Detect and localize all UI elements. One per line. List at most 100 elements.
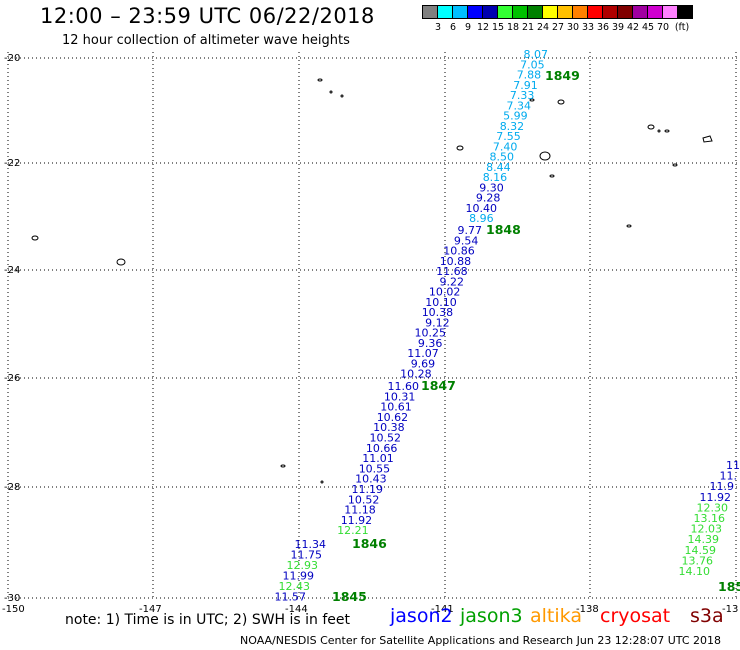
island-outline — [340, 94, 344, 98]
wave-height-value: 11.34 — [295, 538, 327, 551]
wave-height-value: 9.30 — [479, 181, 504, 194]
legend-label: (ft) — [674, 22, 690, 33]
track-pass-label: 1848 — [486, 222, 521, 237]
wave-height-value: 11.75 — [291, 549, 323, 562]
satellite-legend-item: s3a — [690, 605, 724, 627]
wave-height-value: 10.25 — [415, 327, 447, 340]
legend-swatch — [677, 5, 693, 19]
wave-height-value: 12.30 — [697, 501, 729, 514]
legend-label: 27 — [551, 22, 565, 33]
track-pass-label: 1845 — [332, 589, 367, 604]
lat-tick-label: -24 — [4, 265, 20, 276]
satellite-tracks: 8.077.057.887.917.337.345.998.327.557.40… — [275, 48, 740, 604]
legend-labels: 3 6 9 12 15 18 21 24 27 30 33 36 39 42 45 70 (ft) — [422, 19, 692, 33]
lon-tick-label: -150 — [2, 604, 25, 615]
wave-height-value: 9.54 — [454, 234, 479, 247]
wave-height-value: 10.02 — [429, 286, 461, 299]
wave-height-value: 10.31 — [384, 390, 416, 403]
lon-tick-label: -141 — [431, 604, 454, 615]
wave-height-value: 9.12 — [425, 316, 450, 329]
wave-height-value: 8.32 — [500, 120, 525, 133]
legend-label: 30 — [566, 22, 580, 33]
lon-tick-label: -138 — [576, 604, 599, 615]
legend-label: 3 — [434, 22, 442, 33]
wave-height-value: 8.16 — [483, 171, 508, 184]
lon-tick-label: -147 — [139, 604, 162, 615]
wave-height-value: 12.21 — [337, 524, 369, 537]
wave-height-value: 11.19 — [352, 483, 384, 496]
island-outline — [320, 480, 324, 484]
island-outline — [456, 145, 464, 151]
island-outline — [539, 151, 551, 161]
wave-height-value: 11.01 — [362, 452, 394, 465]
wave-height-value: 11.9 — [710, 480, 735, 493]
track-pass-label: 185 — [718, 579, 740, 594]
island-outline — [557, 99, 565, 105]
wave-height-value: 11.60 — [388, 380, 420, 393]
chart-title: 12:00 – 23:59 UTC 06/22/2018 — [40, 4, 375, 28]
island-outline — [549, 174, 555, 178]
legend-label: 70 — [656, 22, 670, 33]
lat-tick-label: -28 — [4, 482, 20, 493]
wave-height-value: 10.86 — [443, 245, 475, 258]
legend-label: 36 — [596, 22, 610, 33]
legend-label: 33 — [581, 22, 595, 33]
wave-height-value: 11.57 — [275, 591, 307, 604]
legend-label: 6 — [449, 22, 457, 33]
legend-label: 18 — [506, 22, 520, 33]
wave-height-value: 10.43 — [355, 473, 387, 486]
wave-height-value: 7.91 — [513, 79, 538, 92]
wave-height-value: 10.38 — [422, 306, 454, 319]
wave-height-value: 8.96 — [469, 212, 494, 225]
wave-height-value: 9.77 — [458, 224, 483, 237]
island-outline — [529, 98, 535, 102]
island-outline — [317, 78, 323, 82]
wave-height-value: 10.28 — [400, 368, 432, 381]
axis-labels: -20 -22 -24 -26 -28 -30-150 -147 -144 -141 -138 -1… — [2, 53, 738, 615]
wave-height-value: 9.28 — [476, 192, 501, 205]
legend-label: 24 — [536, 22, 550, 33]
footer-note: note: 1) Time is in UTC; 2) SWH is in fe… — [65, 612, 351, 628]
wave-height-value: 10.52 — [348, 493, 380, 506]
wave-height-value: 7.40 — [493, 140, 518, 153]
wave-height-value: 10.88 — [440, 255, 472, 268]
island-outlines — [31, 78, 713, 484]
island-outline — [647, 124, 655, 130]
island-outline — [657, 129, 661, 133]
island-outline — [329, 90, 333, 94]
wave-height-value: 13.76 — [682, 554, 714, 567]
island-outline — [702, 135, 713, 143]
wave-height-value: 10.52 — [370, 432, 402, 445]
satellite-legend-item: cryosat — [600, 605, 671, 627]
wave-height-value: 10.40 — [466, 202, 498, 215]
wave-height-value: 7.55 — [496, 130, 521, 143]
wave-height-value: 14.10 — [679, 565, 711, 578]
wave-height-value: 14.59 — [685, 544, 717, 557]
legend-label: 12 — [476, 22, 490, 33]
lat-tick-label: -26 — [4, 373, 20, 384]
wave-height-value: 11 — [726, 459, 740, 472]
island-outline — [116, 258, 126, 266]
wave-height-value: 7.05 — [520, 58, 545, 71]
wave-height-value: 8.07 — [524, 48, 549, 61]
wave-height-value: 12.03 — [691, 523, 723, 536]
satellite-legend-item: jason2 — [390, 605, 453, 627]
wave-height-value: 9.36 — [418, 337, 443, 350]
wave-height-value: 8.44 — [486, 161, 511, 174]
satellite-legend-item: altika — [530, 605, 582, 627]
legend-label: 9 — [464, 22, 472, 33]
wave-height-value: 11. — [720, 470, 738, 483]
legend-swatches — [422, 5, 693, 19]
wave-height-value: 9.22 — [440, 275, 465, 288]
color-legend: 3 6 9 12 15 18 21 24 27 30 33 36 39 42 45 70 (ft) — [422, 5, 693, 33]
island-outline — [31, 235, 39, 241]
lat-lon-grid — [7, 52, 738, 600]
wave-height-value: 7.33 — [510, 89, 535, 102]
wave-height-value: 7.88 — [517, 69, 542, 82]
wave-height-value: 8.50 — [490, 151, 515, 164]
island-outline — [280, 464, 286, 468]
wave-height-value: 11.99 — [283, 570, 315, 583]
legend-label: 45 — [641, 22, 655, 33]
wave-height-value: 11.18 — [344, 504, 376, 517]
